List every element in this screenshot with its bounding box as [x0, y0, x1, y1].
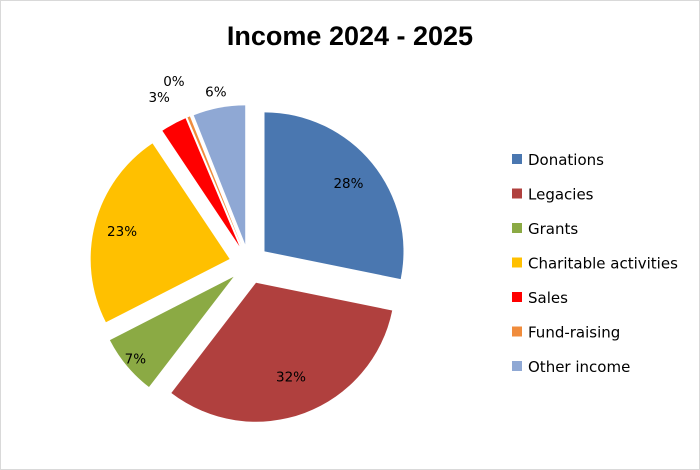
data-label-other-income: 6%	[205, 84, 227, 100]
data-label-grants: 7%	[125, 352, 147, 368]
data-label-legacies: 32%	[276, 369, 306, 385]
legend-label-donations: Donations	[528, 151, 604, 169]
pie-slice-donations	[264, 112, 404, 280]
data-label-fund-raising: 0%	[163, 74, 185, 90]
legend-label-legacies: Legacies	[528, 186, 594, 204]
legend-swatch-other-income	[512, 361, 522, 371]
legend-swatch-legacies	[512, 188, 522, 199]
legend-label-charitable-activities: Charitable activities	[528, 255, 678, 273]
legend-label-other-income: Other income	[528, 358, 630, 376]
pie-slice-legacies	[171, 282, 393, 422]
legend-swatch-sales	[512, 292, 522, 302]
legend: Donations Legacies Grants Charitable activi…	[512, 151, 678, 376]
data-label-charitable-activities: 23%	[107, 224, 137, 240]
pie-slice-grants	[109, 276, 234, 388]
legend-label-fund-raising: Fund-raising	[528, 324, 620, 342]
pie-slice-other-income	[193, 105, 246, 245]
legend-label-sales: Sales	[528, 289, 568, 307]
data-label-donations: 28%	[333, 176, 363, 192]
pie-slice-charitable-activities	[90, 143, 230, 323]
data-label-sales: 3%	[148, 90, 170, 106]
legend-swatch-donations	[512, 154, 522, 164]
legend-label-grants: Grants	[528, 220, 578, 238]
pie-data-labels: 28% 32% 7% 23% 3%0% 6%	[107, 74, 364, 386]
pie-slice-fund-raising	[187, 116, 242, 246]
pie-slices	[90, 105, 404, 422]
legend-swatch-fund-raising	[512, 326, 522, 337]
legend-swatch-grants	[512, 223, 522, 233]
pie-slice-sales	[162, 118, 240, 247]
legend-swatch-charitable-activities	[512, 257, 522, 268]
chart-title: Income 2024 - 2025	[227, 21, 473, 51]
